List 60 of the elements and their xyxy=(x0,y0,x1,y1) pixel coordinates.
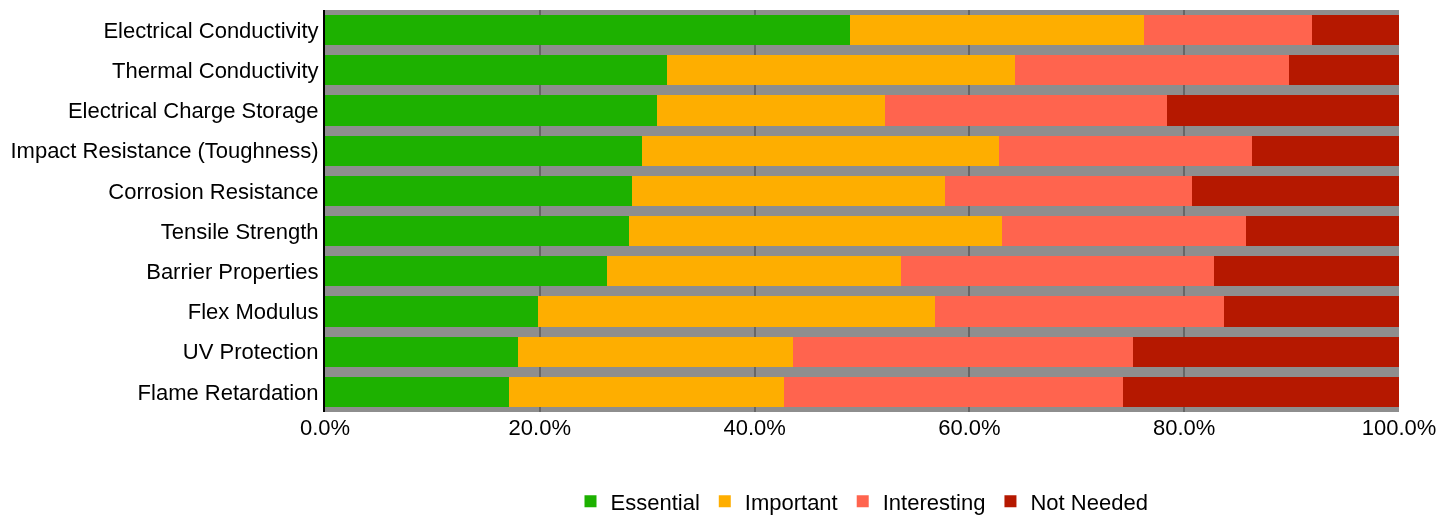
bar xyxy=(900,256,1215,287)
bar xyxy=(508,376,784,407)
bar xyxy=(999,135,1252,166)
legend-label: Important xyxy=(744,489,838,515)
bar xyxy=(325,376,509,407)
y-tick-label: Electrical Charge Storage xyxy=(67,98,319,124)
bar xyxy=(656,95,885,126)
y-tick-label: Tensile Strength xyxy=(160,218,319,244)
bar xyxy=(1312,15,1399,46)
bar xyxy=(1251,135,1399,166)
bar xyxy=(325,175,633,206)
bar xyxy=(1214,256,1399,287)
bar xyxy=(1191,175,1399,206)
bar xyxy=(325,296,538,327)
y-tick-label: Thermal Conductivity xyxy=(111,58,319,83)
x-tick-label: 60.0% xyxy=(938,415,1001,440)
bar xyxy=(628,216,1002,247)
bar xyxy=(325,135,642,166)
bar xyxy=(537,296,936,327)
bar xyxy=(783,376,1123,407)
y-tick-label: Flame Retardation xyxy=(137,379,319,405)
x-tick-label: 40.0% xyxy=(723,415,786,440)
x-tick-label: 20.0% xyxy=(508,415,571,440)
y-tick-label: Corrosion Resistance xyxy=(108,178,319,204)
bar xyxy=(518,336,794,367)
bar xyxy=(1246,216,1399,247)
y-tick-label: Barrier Properties xyxy=(146,259,319,284)
y-tick-label: Flex Modulus xyxy=(187,299,319,325)
bar xyxy=(793,336,1133,367)
bar xyxy=(325,15,851,46)
bar xyxy=(607,256,901,287)
bar xyxy=(1144,15,1313,46)
bar xyxy=(884,95,1168,126)
legend-label: Interesting xyxy=(882,489,986,515)
bar xyxy=(935,296,1224,327)
legend-label: Not Needed xyxy=(1030,489,1148,515)
bar xyxy=(850,15,1145,46)
bar xyxy=(325,55,667,86)
bar xyxy=(325,216,629,247)
bar xyxy=(325,256,608,287)
bar xyxy=(1001,216,1247,247)
y-tick-label: Electrical Conductivity xyxy=(103,17,319,43)
bar xyxy=(325,95,657,126)
bar xyxy=(1289,55,1399,86)
bar xyxy=(666,55,1015,86)
y-tick-label: Impact Resistance (Toughness) xyxy=(10,138,319,164)
bar xyxy=(632,175,945,206)
bar xyxy=(325,336,519,367)
x-tick-label: 0.0% xyxy=(299,415,351,440)
bar xyxy=(641,135,1000,166)
bar xyxy=(1132,336,1399,367)
bar xyxy=(1122,376,1399,407)
legend-label: Essential xyxy=(610,489,700,515)
bar xyxy=(1167,95,1399,126)
bar xyxy=(1014,55,1290,86)
y-tick-label: UV Protection xyxy=(182,339,319,365)
x-tick-label: 100.0% xyxy=(1361,415,1437,440)
bar xyxy=(944,175,1192,206)
x-tick-label: 80.0% xyxy=(1153,415,1216,440)
bar xyxy=(1223,296,1399,327)
